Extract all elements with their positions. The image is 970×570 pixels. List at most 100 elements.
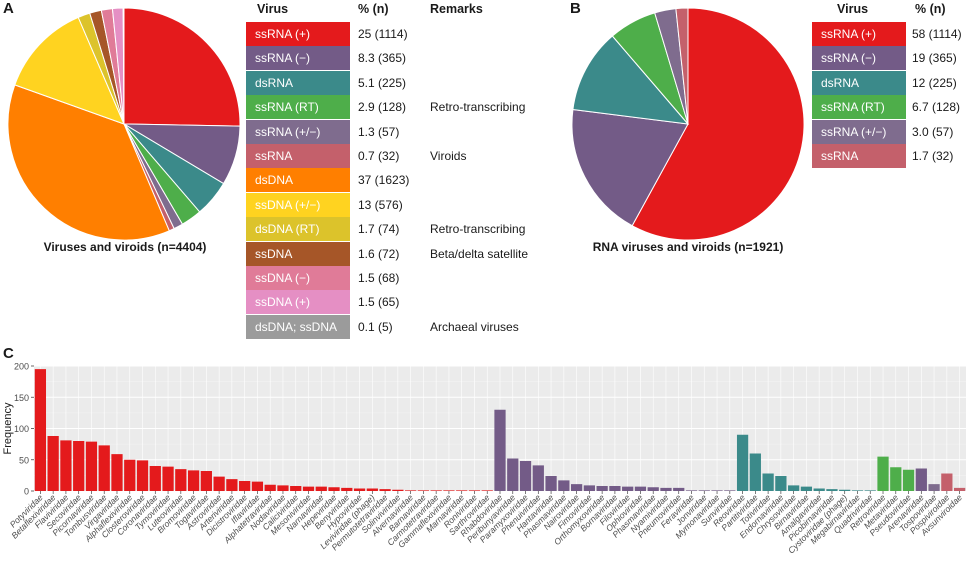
bar-13 xyxy=(200,471,212,491)
legend-a-value: 0.1 (5) xyxy=(358,319,393,334)
bar-69 xyxy=(915,468,927,491)
bar-27 xyxy=(379,489,391,492)
legend-a-value: 8.3 (365) xyxy=(358,51,407,66)
bar-60 xyxy=(800,486,813,492)
bar-12 xyxy=(187,470,200,492)
bar-61 xyxy=(813,488,825,491)
legend-a-value: 1.5 (65) xyxy=(358,295,400,310)
bar-26 xyxy=(366,488,378,491)
legend-a-remark: Viroids xyxy=(430,149,467,163)
legend-a-value: 5.1 (225) xyxy=(358,75,407,90)
bar-39 xyxy=(532,465,544,492)
pie-b-slice-5 xyxy=(675,7,689,125)
bar-29 xyxy=(405,490,417,492)
pie-chart-b xyxy=(571,7,805,241)
pie-b-slice-0 xyxy=(631,7,805,241)
bar-47 xyxy=(634,486,647,492)
bar-33 xyxy=(456,490,468,492)
bar-9 xyxy=(149,466,161,491)
y-tick-label: 50 xyxy=(19,455,29,465)
legend-a-value: 37 (1623) xyxy=(358,173,410,188)
bar-20 xyxy=(290,486,302,491)
pie-b-slice-2 xyxy=(572,35,690,125)
legend-a-swatch-label: dsDNA (RT) xyxy=(246,217,350,242)
bar-16 xyxy=(239,481,251,491)
bar-4 xyxy=(85,441,98,492)
legend-b-swatch-label: ssRNA (RT) xyxy=(812,95,906,120)
bar-1 xyxy=(47,436,59,491)
legend-a-swatch-label: ssRNA (−) xyxy=(246,46,350,71)
legend-a-swatch-label: ssDNA (+) xyxy=(246,290,350,315)
legend-b: Virus % (n) ssRNA (+) 58 (1114) ssRNA (−) 1… xyxy=(808,0,968,180)
bar-34 xyxy=(468,490,481,492)
bar-38 xyxy=(519,461,532,491)
bar-36 xyxy=(494,409,506,491)
bar-46 xyxy=(622,486,634,492)
legend-b-swatch-label: dsRNA xyxy=(812,70,906,95)
legend-a-remark: Archaeal viruses xyxy=(430,319,519,334)
bar-58 xyxy=(775,476,787,491)
legend-b-swatch-label: ssRNA (+/−) xyxy=(812,119,906,144)
legend-a-value: 25 (1114) xyxy=(358,27,408,41)
legend-a-swatch-label: ssDNA (−) xyxy=(246,266,350,290)
bar-35 xyxy=(481,490,493,492)
bar-5 xyxy=(98,445,110,492)
pie-a-slice-0 xyxy=(123,7,241,127)
legend-b-value: 6.7 (128) xyxy=(912,100,961,115)
bar-42 xyxy=(570,484,583,492)
bar-7 xyxy=(124,459,136,491)
bar-57 xyxy=(762,473,774,491)
bar-45 xyxy=(609,486,621,491)
bar-52 xyxy=(698,490,710,492)
y-axis-label: Frequency xyxy=(2,402,14,454)
legend-a-swatch-label: dsDNA xyxy=(246,168,350,193)
bar-2 xyxy=(60,440,72,492)
bar-11 xyxy=(175,469,187,492)
legend-a-swatch-label: dsDNA; ssDNA xyxy=(246,314,350,339)
bar-67 xyxy=(890,467,902,491)
panel-a-letter: A xyxy=(3,0,14,17)
legend-a-remark: Retro-transcribing xyxy=(430,222,526,237)
legend-a-value: 0.7 (32) xyxy=(358,149,400,163)
pie-b-title: RNA viruses and viroids (n=1921) xyxy=(592,240,784,254)
bar-17 xyxy=(251,481,264,492)
bar-31 xyxy=(430,490,442,492)
legend-b-swatch-label: ssRNA (−) xyxy=(812,46,906,71)
legend-a-remark: Beta/delta satellite xyxy=(430,246,529,261)
bar-14 xyxy=(213,476,225,492)
bar-56 xyxy=(749,453,761,491)
bar-8 xyxy=(136,460,149,492)
legend-a-swatch-label: ssDNA (+/−) xyxy=(246,192,350,217)
y-tick-label: 200 xyxy=(14,362,29,372)
bar-41 xyxy=(558,480,570,492)
legend-a-value: 1.7 (74) xyxy=(358,222,400,237)
legend-a-header-virus: Virus xyxy=(257,2,289,16)
legend-b-swatch-label: ssRNA (+) xyxy=(812,22,906,46)
legend-b-header-virus: Virus xyxy=(837,2,869,16)
bar-59 xyxy=(788,485,800,492)
legend-b-header-value: % (n) xyxy=(915,2,946,16)
bar-22 xyxy=(315,486,327,492)
bar-6 xyxy=(111,454,123,492)
bar-53 xyxy=(711,490,723,492)
legend-a-value: 1.6 (72) xyxy=(358,246,400,261)
bar-65 xyxy=(864,490,876,492)
legend-a-swatch-label: ssRNA (+/−) xyxy=(246,119,350,144)
legend-a-value: 1.5 (68) xyxy=(358,271,400,285)
legend-a-header-remarks: Remarks xyxy=(430,2,483,16)
bar-19 xyxy=(277,485,289,492)
bar-71 xyxy=(941,473,953,491)
legend-a-header-value: % (n) xyxy=(358,2,389,16)
bar-54 xyxy=(724,490,736,492)
bar-21 xyxy=(302,486,315,492)
legend-a-swatch-label: dsRNA xyxy=(246,70,350,95)
bar-64 xyxy=(851,490,864,492)
bar-44 xyxy=(596,486,608,491)
legend-b-value: 12 (225) xyxy=(912,75,957,90)
legend-a-value: 1.3 (57) xyxy=(358,124,400,139)
pie-a-slice-7 xyxy=(14,16,125,125)
y-tick-label: 150 xyxy=(14,393,29,403)
bar-48 xyxy=(647,487,659,491)
bar-10 xyxy=(162,466,174,492)
panel-c-letter: C xyxy=(3,345,14,362)
